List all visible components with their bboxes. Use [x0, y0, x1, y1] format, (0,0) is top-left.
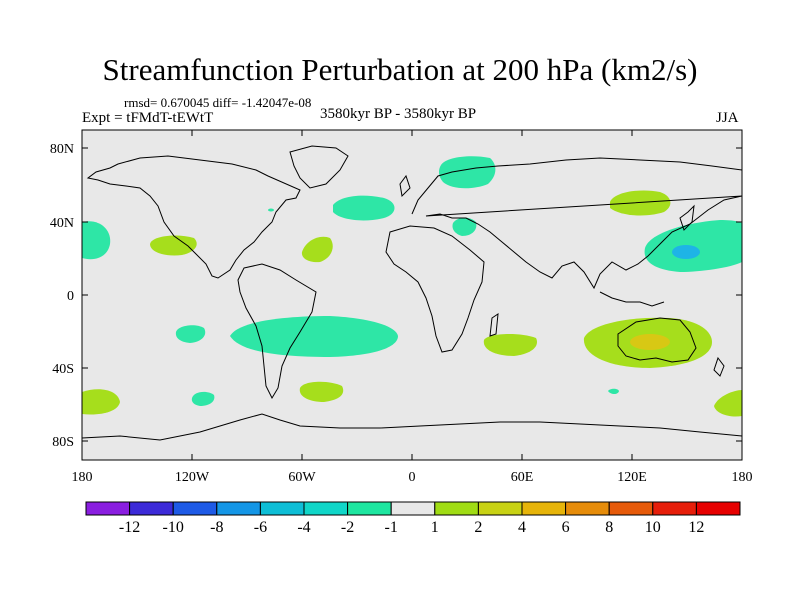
- colorbar-label: -10: [163, 519, 184, 536]
- colorbar-swatch: [608, 501, 654, 516]
- madagascar-coast: [489, 312, 499, 337]
- antarctica-coast: [82, 413, 742, 441]
- season-label: JJA: [716, 110, 739, 126]
- anomaly-patch: [452, 217, 477, 236]
- colorbar-swatch: [565, 501, 610, 516]
- anomaly-patch: [610, 190, 671, 216]
- colorbar-label: -4: [297, 519, 310, 536]
- colorbar-swatch: [652, 501, 697, 516]
- greenland-coast: [289, 145, 349, 189]
- colorbar: -12 -10 -8 -6 -4 -2 -1 1 2 4 6 8 10 12: [85, 501, 741, 536]
- colorbar-label: 6: [562, 519, 570, 536]
- colorbar-swatch: [477, 501, 523, 516]
- longitude-axis: 180 120W 60W 0 60E 120E 180: [72, 130, 753, 485]
- colorbar-swatch: [347, 501, 392, 516]
- lat-tick-label: 40S: [52, 362, 74, 377]
- colorbar-label: -12: [119, 519, 140, 536]
- colorbar-swatch: [85, 501, 131, 516]
- lon-tick-label: 180: [732, 470, 753, 485]
- anomaly-core: [672, 245, 700, 259]
- new-zealand-coast: [713, 356, 725, 377]
- eurasia-coast: [411, 157, 742, 290]
- anomaly-patch: [268, 208, 274, 212]
- indonesia-coast: [599, 291, 665, 307]
- colorbar-label: 4: [518, 519, 526, 536]
- south-america-coast: [237, 263, 317, 400]
- anomaly-patch: [191, 391, 215, 406]
- colorbar-label: 8: [605, 519, 613, 536]
- colorbar-label: 1: [431, 519, 439, 536]
- colorbar-label: -1: [385, 519, 398, 536]
- uk-coast: [399, 174, 411, 198]
- anomaly-patch: [438, 156, 496, 189]
- colorbar-swatch: [129, 501, 174, 516]
- colorbar-label: -8: [210, 519, 223, 536]
- colorbar-swatch: [521, 501, 567, 516]
- colorbar-swatch: [259, 501, 305, 516]
- colorbar-swatch: [216, 501, 261, 516]
- colorbar-swatch: [695, 501, 741, 516]
- anomaly-patch: [150, 235, 197, 256]
- lon-tick-label: 120E: [617, 470, 647, 485]
- anomaly-patch: [299, 381, 344, 402]
- lon-tick-label: 0: [409, 470, 416, 485]
- latitude-axis: 80N 40N 0 40S 80S: [50, 142, 742, 450]
- anomaly-patch: [333, 195, 395, 221]
- lat-tick-label: 0: [67, 289, 74, 304]
- lat-tick-label: 80N: [50, 142, 74, 157]
- colorbar-label: -6: [254, 519, 267, 536]
- anomaly-core: [630, 334, 670, 350]
- period-label: 3580kyr BP - 3580kyr BP: [320, 106, 477, 122]
- anomaly-patch: [644, 220, 742, 272]
- anomaly-patch: [714, 390, 742, 417]
- anomaly-patch: [82, 221, 111, 260]
- colorbar-label: 2: [474, 519, 482, 536]
- anomaly-patch: [230, 316, 398, 357]
- colorbar-label: -2: [341, 519, 354, 536]
- anomaly-patch: [301, 236, 333, 263]
- lon-tick-label: 60E: [511, 470, 534, 485]
- africa-coast: [385, 225, 485, 353]
- lon-tick-label: 60W: [288, 470, 316, 485]
- coastlines: [82, 145, 742, 441]
- rmsd-diff-stats: rmsd= 0.670045 diff= -1.42047e-08: [124, 95, 312, 110]
- anomaly-patch: [608, 388, 619, 394]
- positive-anomaly-regions: [82, 190, 742, 417]
- lat-tick-label: 80S: [52, 435, 74, 450]
- colorbar-swatch: [172, 501, 218, 516]
- map-background: [82, 130, 742, 460]
- colorbar-swatch: [434, 501, 479, 516]
- colorbar-swatch: [390, 501, 436, 516]
- lon-tick-label: 180: [72, 470, 93, 485]
- anomaly-patch: [483, 334, 538, 356]
- colorbar-label: 12: [688, 519, 704, 536]
- lat-tick-label: 40N: [50, 216, 74, 231]
- colorbar-label: 10: [645, 519, 661, 536]
- colorbar-swatch: [303, 501, 349, 516]
- anomaly-patch: [82, 389, 120, 415]
- north-america-coast: [86, 155, 301, 279]
- australia-coast: [617, 317, 697, 363]
- japan-coast: [679, 204, 695, 231]
- anomaly-patch: [175, 325, 206, 343]
- chart-title: Streamfunction Perturbation at 200 hPa (…: [102, 52, 698, 87]
- negative-anomaly-regions: [82, 156, 742, 406]
- lon-tick-label: 120W: [175, 470, 210, 485]
- experiment-label: Expt = tFMdT-tEWtT: [82, 110, 214, 126]
